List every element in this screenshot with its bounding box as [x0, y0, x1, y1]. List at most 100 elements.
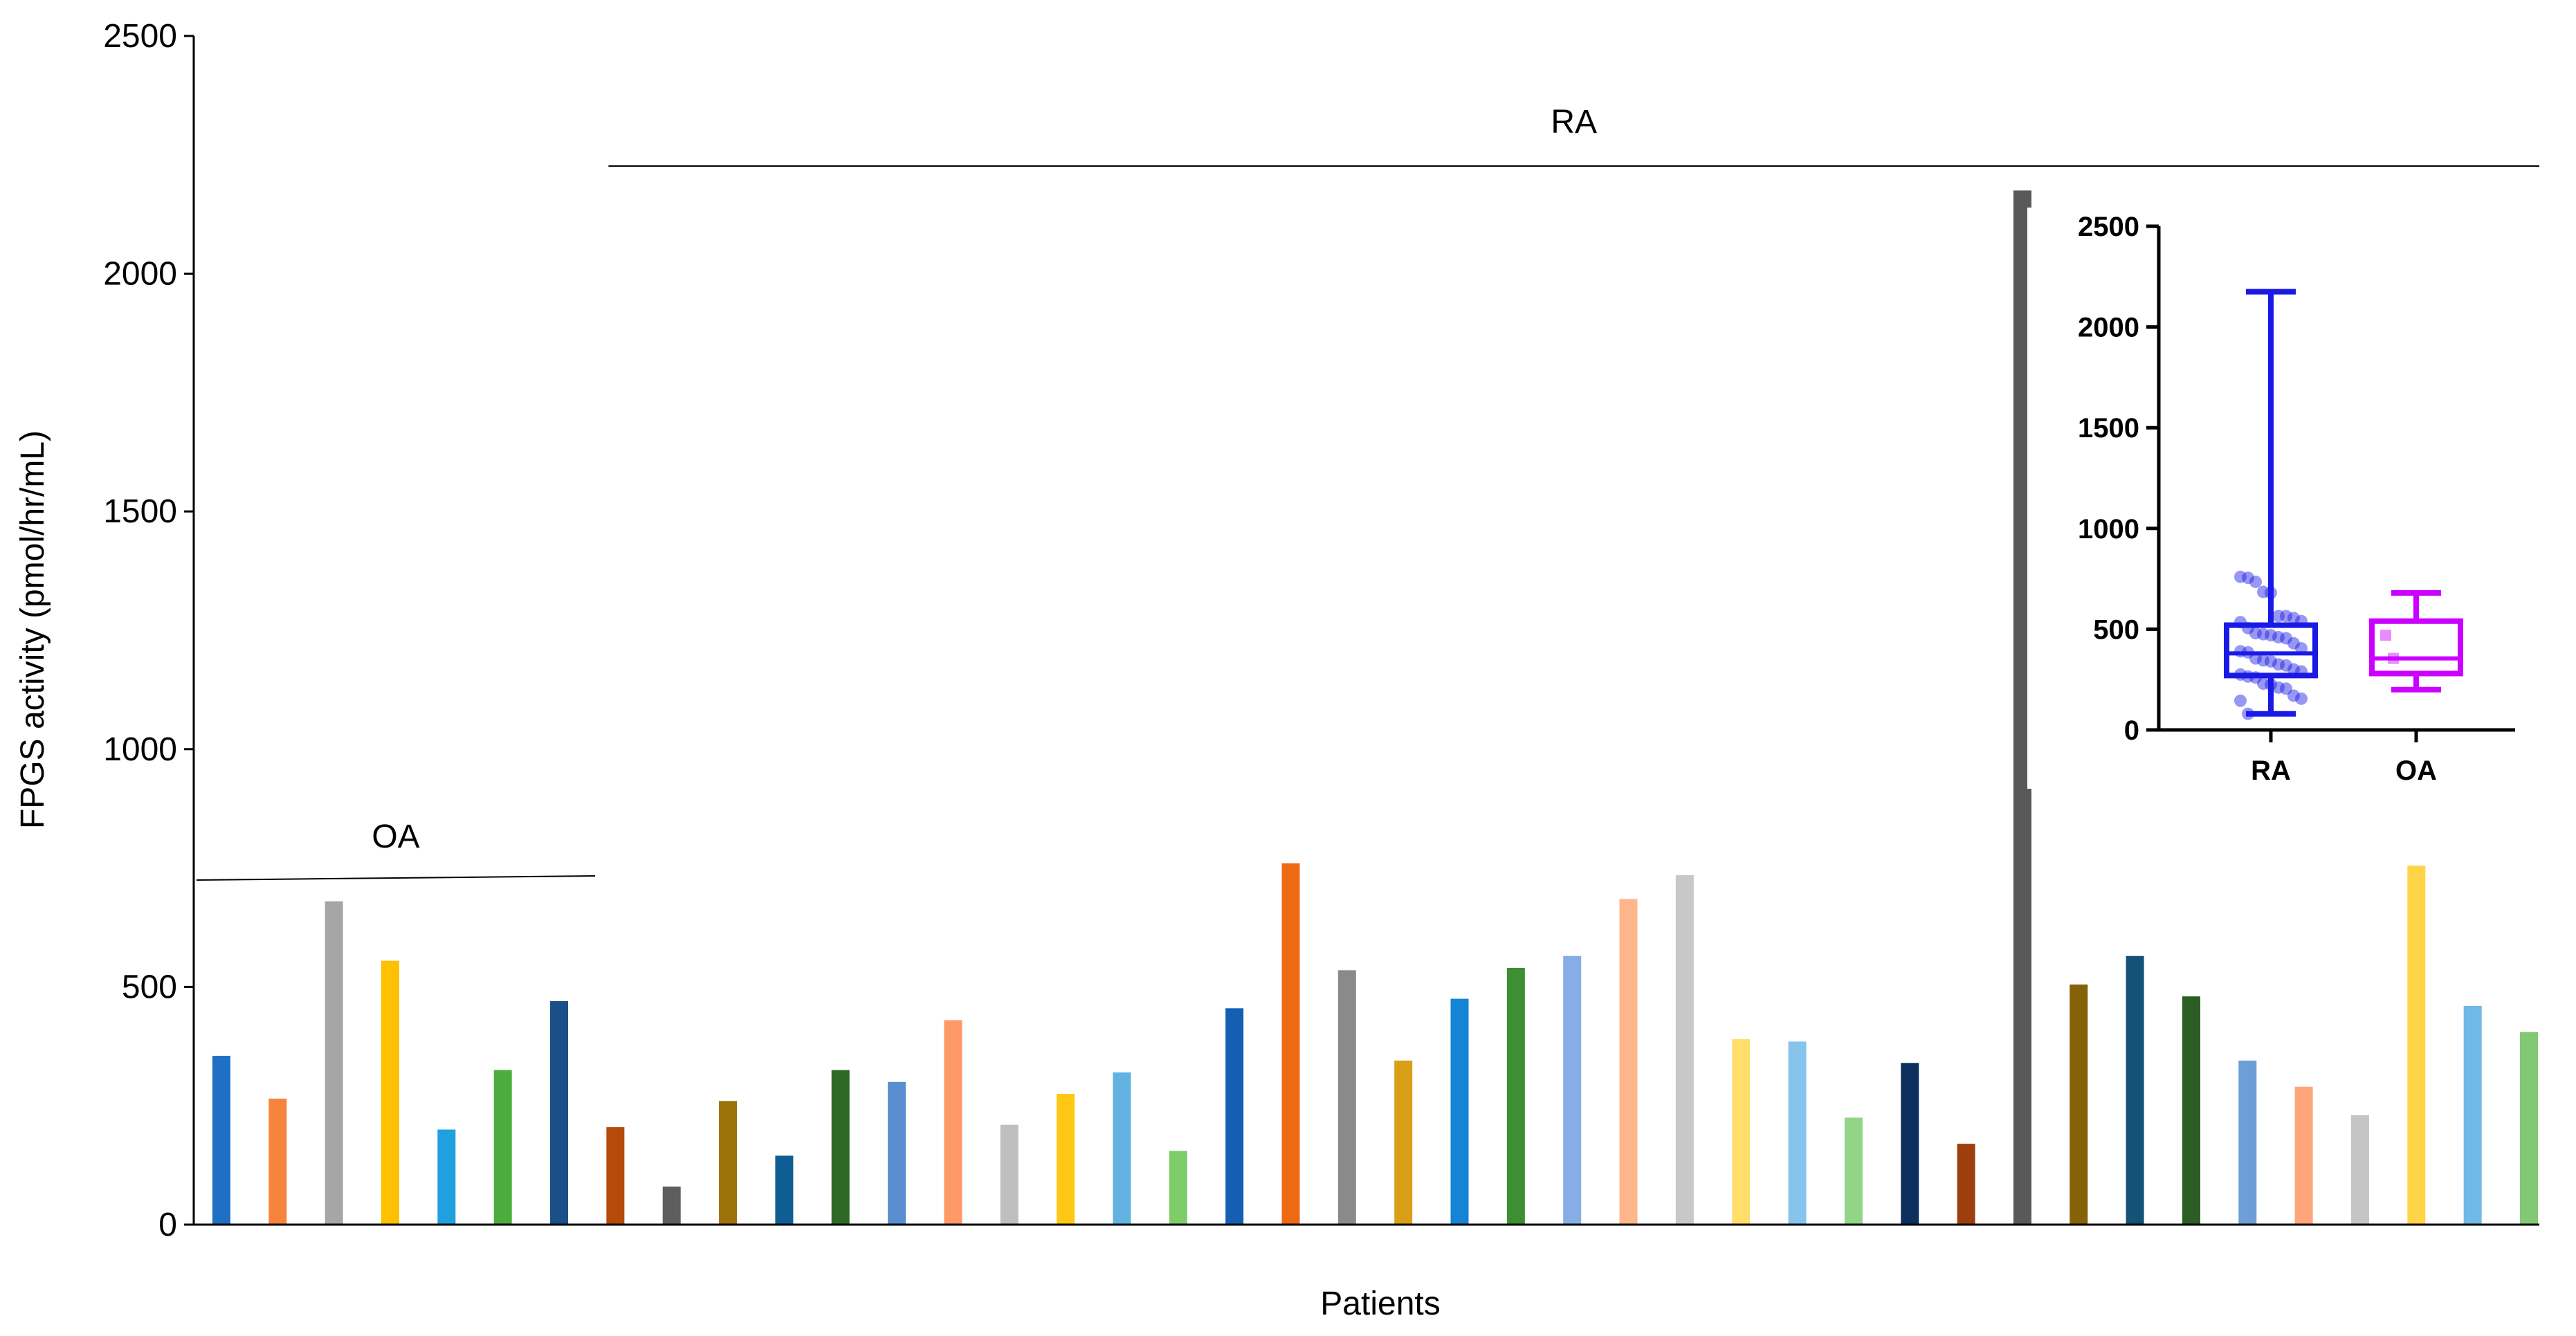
- bar-2: [268, 1098, 287, 1225]
- bar-18: [1169, 1151, 1187, 1225]
- data-point: [2242, 707, 2254, 720]
- data-point: [2295, 642, 2308, 655]
- bar-6: [493, 1070, 512, 1225]
- data-point: [2242, 646, 2254, 659]
- data-point: [2234, 616, 2247, 629]
- bar-21: [1337, 970, 1356, 1225]
- bar-19: [1225, 1008, 1244, 1225]
- data-point: [2280, 659, 2292, 672]
- bar-7: [550, 1001, 569, 1225]
- inset-y-tick-label: 2000: [2078, 313, 2139, 343]
- data-point: [2257, 654, 2269, 667]
- data-point: [2295, 665, 2308, 678]
- inset-box-plot: 0 500 1000 1500 2000 2500 RA OA: [2027, 208, 2525, 789]
- bar-4: [381, 960, 400, 1225]
- data-point: [2388, 652, 2399, 664]
- bar-5: [437, 1129, 456, 1225]
- data-point: [2257, 677, 2269, 690]
- data-point: [2234, 645, 2247, 658]
- inset-axes: [2157, 226, 2515, 732]
- data-point: [2287, 612, 2300, 625]
- data-point: [2242, 571, 2254, 585]
- bar-12: [831, 1070, 850, 1225]
- data-point: [2265, 586, 2277, 599]
- data-point: [2234, 668, 2247, 681]
- bar-10: [719, 1101, 738, 1225]
- y-tick-label: 1500: [103, 493, 177, 530]
- data-point: [2295, 614, 2308, 628]
- bar-24: [1506, 967, 1525, 1225]
- bar-27: [1675, 875, 1694, 1225]
- y-tick-label: 2500: [103, 18, 177, 55]
- iqr-box: [2224, 622, 2318, 679]
- main-axes: [192, 36, 2539, 1226]
- box-ra: [2224, 289, 2318, 720]
- bar-14: [944, 1020, 962, 1225]
- inset-background: [2027, 208, 2525, 789]
- data-point: [2234, 570, 2247, 583]
- bar-31: [1901, 1063, 1919, 1225]
- data-point: [2295, 692, 2308, 705]
- bar-30: [1844, 1117, 1863, 1225]
- box-series: [2224, 289, 2463, 720]
- bar-series: [212, 190, 2538, 1225]
- data-point: [2257, 628, 2269, 641]
- data-point: [2265, 678, 2277, 691]
- inset-y-tick-label: 1500: [2078, 413, 2139, 443]
- data-point: [2287, 637, 2300, 650]
- data-point: [2249, 652, 2262, 665]
- bar-8: [606, 1127, 625, 1225]
- bar-39: [2350, 1115, 2369, 1225]
- inset-y-tick-label: 0: [2124, 715, 2139, 746]
- bar-28: [1732, 1038, 1751, 1225]
- data-point: [2272, 681, 2285, 694]
- data-point: [2272, 610, 2285, 623]
- bar-35: [2126, 955, 2144, 1225]
- data-point: [2280, 632, 2292, 645]
- oa-group-label: OA: [372, 818, 419, 855]
- inset-y-tick-label: 500: [2093, 614, 2139, 645]
- bar-1: [212, 1056, 230, 1225]
- inset-x-axis-labels: RA OA: [2251, 730, 2437, 786]
- bar-25: [1563, 955, 1582, 1225]
- iqr-box: [2369, 618, 2463, 677]
- bar-26: [1619, 899, 1638, 1225]
- bar-41: [2463, 1005, 2482, 1225]
- data-point: [2265, 655, 2277, 668]
- data-point: [2287, 663, 2300, 676]
- oa-group-line: [196, 875, 596, 881]
- y-axis-label: FPGS activity (pmol/hr/mL): [15, 430, 51, 829]
- data-point: [2249, 575, 2262, 588]
- bar-3: [325, 901, 343, 1225]
- inset-x-tick-label: OA: [2395, 756, 2437, 786]
- y-axis-ticks: 0 500 1000 1500 2000 2500: [103, 18, 194, 1243]
- bar-29: [1788, 1041, 1807, 1225]
- bar-23: [1450, 998, 1469, 1225]
- inset-y-tick-label: 2500: [2078, 212, 2139, 242]
- bar-9: [662, 1187, 681, 1225]
- bar-15: [1000, 1124, 1018, 1225]
- data-point: [2380, 630, 2391, 641]
- data-point: [2234, 694, 2247, 707]
- bar-13: [888, 1081, 906, 1225]
- y-tick-label: 2000: [103, 256, 177, 293]
- group-brackets: OA RA: [196, 104, 2539, 881]
- y-tick-label: 0: [158, 1207, 177, 1243]
- bar-17: [1113, 1072, 1131, 1225]
- x-axis-label: Patients: [1320, 1285, 1440, 1322]
- data-point: [2287, 689, 2300, 702]
- bar-11: [775, 1155, 794, 1225]
- bar-40: [2407, 866, 2426, 1225]
- inset-y-axis-ticks: 0 500 1000 1500 2000 2500: [2078, 212, 2159, 746]
- y-tick-label: 1000: [103, 731, 177, 768]
- inset-y-tick-label: 1000: [2078, 514, 2139, 545]
- ra-group-label: RA: [1551, 104, 1597, 140]
- data-point: [2242, 670, 2254, 683]
- box-oa: [2369, 589, 2463, 693]
- data-point: [2280, 610, 2292, 623]
- data-point: [2249, 627, 2262, 640]
- data-point: [2249, 671, 2262, 684]
- data-point: [2272, 658, 2285, 671]
